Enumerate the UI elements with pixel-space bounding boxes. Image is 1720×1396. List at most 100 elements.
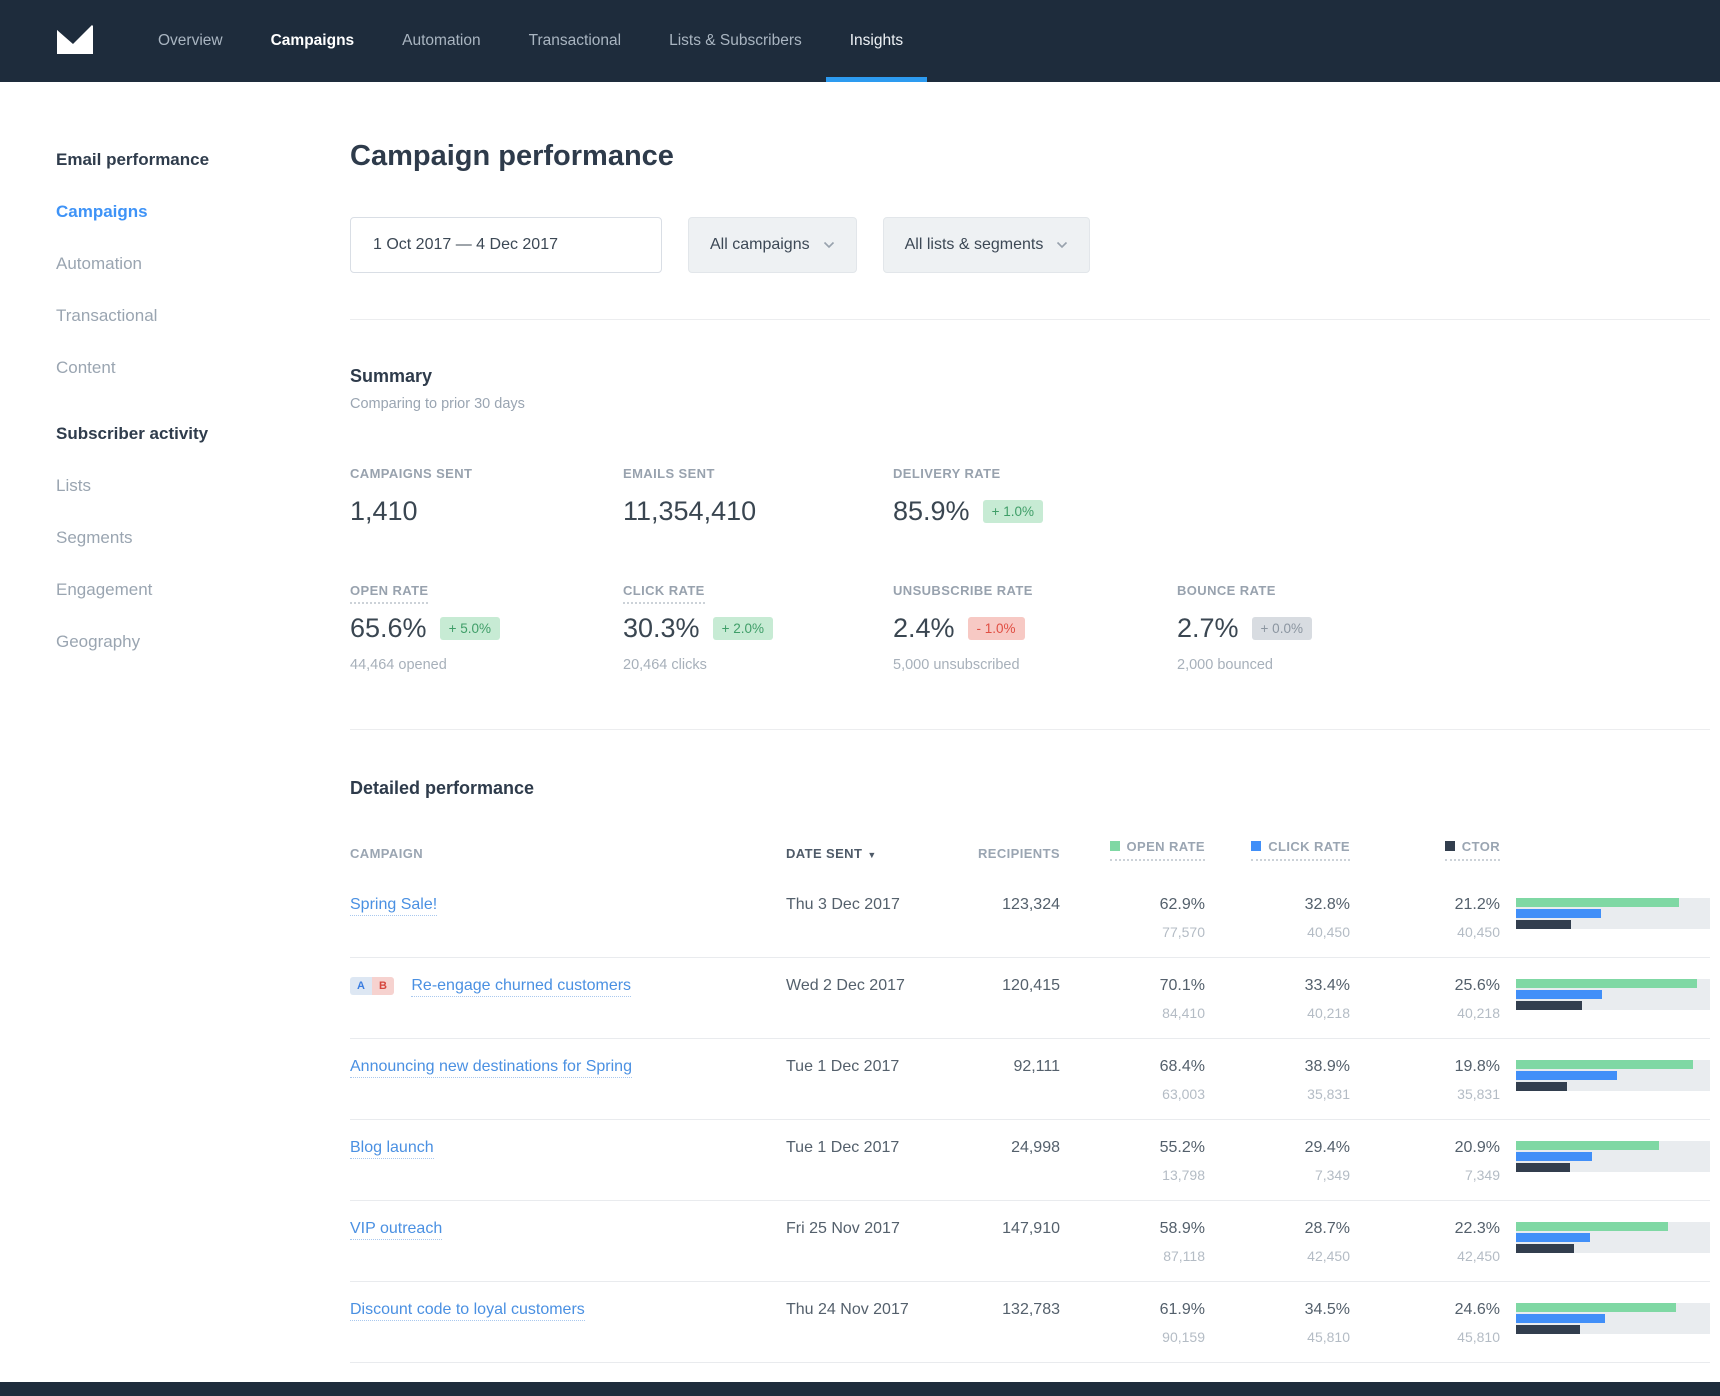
table-body: Spring Sale! Thu 3 Dec 2017 123,324 62.9… bbox=[350, 877, 1710, 1363]
click-rate-bar bbox=[1516, 1071, 1617, 1080]
column-header-open-rate[interactable]: OPEN RATE bbox=[1060, 839, 1205, 861]
sidebar-item-geography[interactable]: Geography bbox=[56, 632, 141, 651]
sidebar-section-title: Email performance bbox=[56, 150, 210, 169]
column-header-recipients: RECIPIENTS bbox=[977, 846, 1060, 861]
table-row: Spring Sale! Thu 3 Dec 2017 123,324 62.9… bbox=[350, 877, 1710, 958]
ctor-count: 40,450 bbox=[1457, 924, 1500, 940]
sidebar-item-automation[interactable]: Automation bbox=[56, 254, 142, 273]
campaigns-dropdown[interactable]: All campaigns bbox=[688, 217, 857, 273]
app-logo[interactable] bbox=[56, 0, 94, 82]
metric-value: 30.3% bbox=[623, 613, 700, 643]
recipients-cell: 120,415 bbox=[1002, 977, 1060, 994]
nav-tab-transactional[interactable]: Transactional bbox=[528, 32, 622, 49]
sidebar-item-transactional[interactable]: Transactional bbox=[56, 306, 158, 325]
sidebar: Email performance Campaigns Automation Tran… bbox=[0, 82, 294, 1363]
top-nav: Overview Campaigns Automation Transactional… bbox=[0, 0, 1720, 82]
metric-subtext: 20,464 clicks bbox=[623, 657, 707, 673]
ctor-value: 21.2% bbox=[1454, 896, 1500, 913]
nav-tab-automation[interactable]: Automation bbox=[402, 32, 481, 49]
campaign-link[interactable]: Discount code to loyal customers bbox=[350, 1301, 585, 1321]
open-count: 87,118 bbox=[1163, 1248, 1205, 1264]
bar-track bbox=[1516, 1141, 1710, 1172]
detailed-performance-title: Detailed performance bbox=[350, 778, 535, 798]
sidebar-section-title: Subscriber activity bbox=[56, 424, 209, 443]
footer-bar bbox=[0, 1382, 1720, 1396]
rate-bars bbox=[1500, 1139, 1710, 1172]
sidebar-item-campaigns[interactable]: Campaigns bbox=[56, 202, 148, 221]
ctor-count: 40,218 bbox=[1457, 1005, 1500, 1021]
summary-section: Summary Comparing to prior 30 days CAMPA… bbox=[350, 320, 1710, 673]
metric-delta-badge: + 2.0% bbox=[712, 617, 773, 640]
campaign-link[interactable]: Re-engage churned customers bbox=[411, 977, 632, 997]
ctor-count: 42,450 bbox=[1457, 1248, 1500, 1264]
recipients-cell: 123,324 bbox=[1002, 896, 1060, 913]
date-sent-cell: Wed 2 Dec 2017 bbox=[786, 977, 905, 994]
date-sent-cell: Tue 1 Dec 2017 bbox=[786, 1139, 900, 1156]
column-header-ctor[interactable]: CTOR bbox=[1350, 839, 1500, 861]
metric-campaigns-sent: CAMPAIGNS SENT 1,410 bbox=[350, 466, 623, 527]
date-range-input[interactable]: 1 Oct 2017 — 4 Dec 2017 bbox=[350, 217, 662, 273]
lists-segments-dropdown[interactable]: All lists & segments bbox=[882, 217, 1091, 273]
campaign-link[interactable]: VIP outreach bbox=[350, 1220, 443, 1240]
rate-bars bbox=[1500, 896, 1710, 929]
ctor-value: 20.9% bbox=[1454, 1139, 1500, 1156]
open-count: 90,159 bbox=[1162, 1329, 1205, 1345]
lists-segments-dropdown-value: All lists & segments bbox=[904, 236, 1044, 253]
chevron-down-icon bbox=[823, 236, 835, 254]
main-content: Campaign performance 1 Oct 2017 — 4 Dec … bbox=[294, 82, 1720, 1363]
click-count: 40,450 bbox=[1307, 924, 1350, 940]
section-divider bbox=[350, 319, 1710, 320]
click-rate-value: 38.9% bbox=[1304, 1058, 1350, 1075]
recipients-cell: 147,910 bbox=[1002, 1220, 1060, 1237]
metric-value: 2.4% bbox=[893, 613, 955, 643]
click-rate-legend-swatch bbox=[1251, 841, 1262, 851]
sidebar-item-lists[interactable]: Lists bbox=[56, 476, 91, 495]
sidebar-item-content[interactable]: Content bbox=[56, 358, 116, 377]
nav-tab-overview[interactable]: Overview bbox=[158, 32, 223, 49]
metric-label[interactable]: OPEN RATE bbox=[350, 583, 623, 604]
open-rate-value: 68.4% bbox=[1159, 1058, 1205, 1075]
bar-track bbox=[1516, 1222, 1710, 1253]
campaign-link[interactable]: Blog launch bbox=[350, 1139, 434, 1159]
nav-tab-campaigns[interactable]: Campaigns bbox=[270, 32, 355, 49]
ctor-bar bbox=[1516, 1163, 1571, 1172]
metric-value: 65.6% bbox=[350, 613, 427, 643]
click-rate-value: 29.4% bbox=[1304, 1139, 1350, 1156]
click-rate-bar bbox=[1516, 1152, 1593, 1161]
metric-delta-badge: + 5.0% bbox=[439, 617, 500, 640]
ctor-count: 35,831 bbox=[1457, 1086, 1500, 1102]
table-row: Discount code to loyal customers Thu 24 … bbox=[350, 1282, 1710, 1363]
open-rate-bar bbox=[1516, 1141, 1659, 1150]
column-header-date-sent[interactable]: DATE SENT ▼ bbox=[786, 846, 877, 861]
open-count: 84,410 bbox=[1162, 1005, 1205, 1021]
click-count: 45,810 bbox=[1307, 1329, 1350, 1345]
sidebar-item-segments[interactable]: Segments bbox=[56, 528, 133, 547]
date-sent-cell: Thu 24 Nov 2017 bbox=[786, 1301, 909, 1318]
ctor-bar bbox=[1516, 920, 1571, 929]
nav-tab-lists-subscribers[interactable]: Lists & Subscribers bbox=[669, 32, 802, 49]
click-count: 35,831 bbox=[1307, 1086, 1350, 1102]
metric-emails-sent: EMAILS SENT 11,354,410 bbox=[623, 466, 893, 527]
bar-track bbox=[1516, 1060, 1710, 1091]
campaign-link[interactable]: Announcing new destinations for Spring bbox=[350, 1058, 632, 1078]
section-divider bbox=[350, 729, 1710, 730]
summary-title: Summary bbox=[350, 366, 433, 386]
sidebar-item-engagement[interactable]: Engagement bbox=[56, 580, 153, 599]
rate-bars bbox=[1500, 977, 1710, 1010]
metric-label[interactable]: CLICK RATE bbox=[623, 583, 893, 604]
metric-delta-badge: + 0.0% bbox=[1251, 617, 1312, 640]
campaigns-dropdown-value: All campaigns bbox=[710, 236, 810, 253]
ab-badge-b: B bbox=[371, 977, 394, 995]
date-sent-cell: Thu 3 Dec 2017 bbox=[786, 896, 900, 913]
summary-subtitle: Comparing to prior 30 days bbox=[350, 396, 525, 412]
rate-bars bbox=[1500, 1220, 1710, 1253]
campaign-link[interactable]: Spring Sale! bbox=[350, 896, 438, 916]
nav-tab-insights[interactable]: Insights bbox=[825, 0, 928, 82]
open-count: 77,570 bbox=[1162, 924, 1205, 940]
open-rate-bar bbox=[1516, 1060, 1693, 1069]
column-header-click-rate[interactable]: CLICK RATE bbox=[1205, 839, 1350, 861]
detailed-performance-section: Detailed performance CAMPAIGN DATE SENT ▼… bbox=[350, 730, 1710, 1363]
chevron-down-icon bbox=[1056, 236, 1068, 254]
